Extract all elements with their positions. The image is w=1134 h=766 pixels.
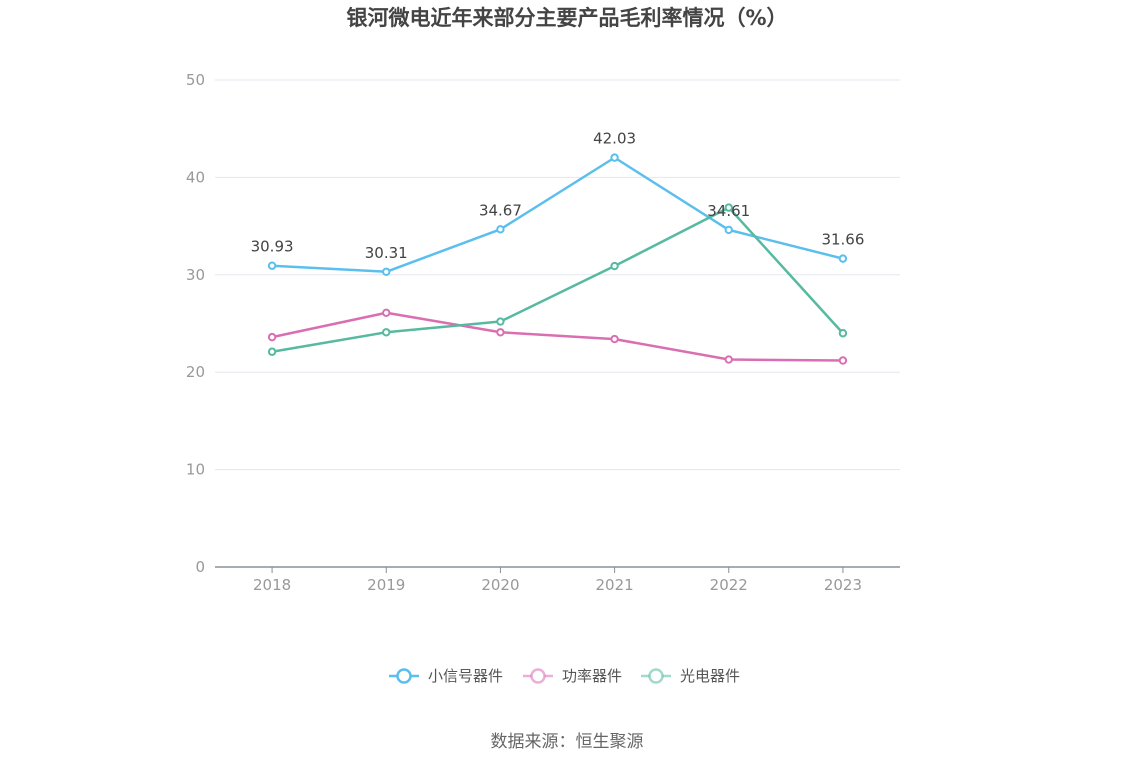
y-tick-label: 50	[186, 71, 205, 89]
x-tick-label: 2018	[253, 576, 291, 594]
legend-label: 功率器件	[562, 667, 622, 685]
data-point	[838, 254, 848, 263]
chart-title: 银河微电近年来部分主要产品毛利率情况（%）	[346, 6, 787, 30]
data-point	[610, 334, 619, 344]
data-point	[496, 328, 505, 337]
data-point	[838, 329, 848, 338]
y-tick-label: 40	[186, 168, 205, 186]
data-point	[496, 225, 505, 234]
y-tick-label: 10	[186, 461, 205, 479]
legend-label: 小信号器件	[428, 667, 503, 685]
series-line-2	[271, 206, 844, 353]
data-point	[267, 347, 277, 356]
data-point	[496, 317, 505, 326]
x-tick-label: 2020	[481, 576, 519, 594]
data-label: 34.67	[479, 201, 522, 219]
data-label: 42.03	[593, 130, 636, 148]
data-point	[267, 332, 277, 342]
y-tick-label: 0	[195, 558, 205, 576]
data-point	[610, 153, 619, 162]
data-point	[382, 267, 391, 276]
data-label: 30.31	[365, 244, 408, 262]
y-tick-label: 20	[186, 363, 205, 381]
x-tick-label: 2019	[367, 576, 405, 594]
x-tick-label: 2023	[824, 576, 862, 594]
data-point	[267, 261, 277, 270]
x-tick-label: 2022	[710, 576, 748, 594]
data-point	[382, 328, 391, 337]
legend-marker	[648, 668, 664, 684]
data-point	[724, 355, 733, 364]
data-point	[724, 203, 733, 212]
source-note: 数据来源：恒生聚源	[491, 732, 644, 752]
series-line-1	[271, 311, 843, 362]
data-point	[610, 261, 619, 271]
series-line-0	[272, 156, 844, 274]
x-tick-label: 2021	[595, 576, 633, 594]
data-point	[724, 225, 733, 235]
data-label: 34.61	[707, 202, 750, 220]
data-point	[382, 308, 391, 317]
legend-marker	[530, 668, 546, 684]
legend-label: 光电器件	[680, 667, 740, 685]
y-tick-label: 30	[186, 266, 205, 284]
data-point	[838, 356, 848, 365]
data-label: 30.93	[251, 238, 294, 256]
data-label: 31.66	[821, 231, 864, 249]
legend-marker	[396, 668, 412, 684]
